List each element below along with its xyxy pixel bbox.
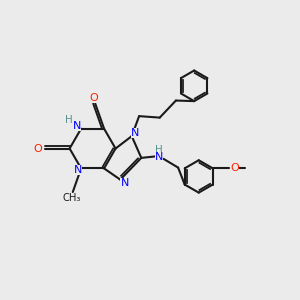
Text: N: N (73, 121, 81, 131)
Text: H: H (65, 116, 73, 125)
Text: H: H (155, 145, 163, 155)
Text: CH₃: CH₃ (62, 194, 80, 203)
Text: O: O (89, 93, 98, 103)
Text: N: N (121, 178, 129, 188)
Text: O: O (230, 163, 239, 173)
Text: N: N (155, 152, 163, 162)
Text: N: N (130, 128, 139, 138)
Text: N: N (74, 165, 82, 175)
Text: O: O (34, 143, 43, 154)
